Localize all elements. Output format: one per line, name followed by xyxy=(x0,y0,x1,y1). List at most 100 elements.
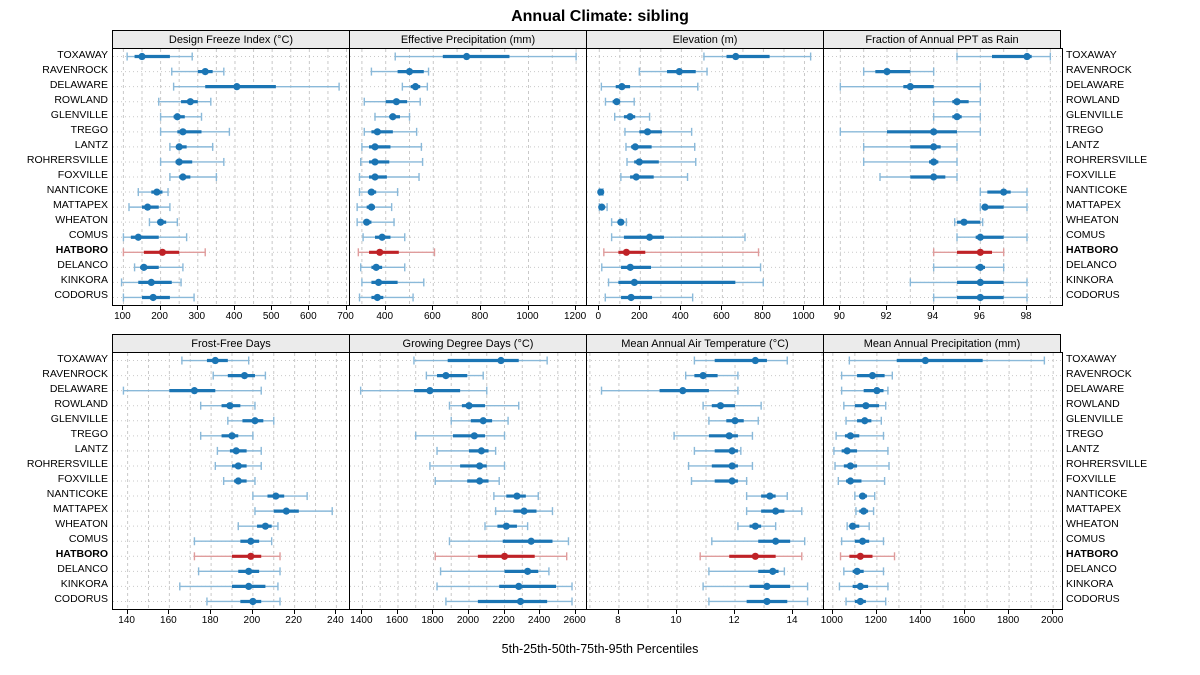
station-label-foxville: FOXVILLE xyxy=(57,168,108,181)
median-dot xyxy=(630,278,638,287)
percentile-whisker-lantz xyxy=(169,142,214,151)
station-label-codorus: CODORUS xyxy=(54,593,108,606)
percentile-whisker-nanticoke xyxy=(137,188,169,197)
median-dot xyxy=(763,582,771,591)
panel-effective-precipitation-mm: Effective Precipitation (mm) 400 600 800 100… xyxy=(349,30,589,328)
axis-tick-label: 200 xyxy=(631,311,648,322)
station-label-trego: TREGO xyxy=(70,427,108,440)
median-dot xyxy=(147,278,155,287)
percentile-whisker-ravenrock xyxy=(370,67,430,76)
station-label-toxaway: TOXAWAY xyxy=(1066,48,1117,61)
median-dot xyxy=(751,522,759,530)
median-dot xyxy=(465,402,473,410)
median-dot xyxy=(632,173,640,181)
percentile-whisker-delanco xyxy=(133,263,184,272)
axis-tick-label: 2400 xyxy=(527,615,551,626)
percentile-whisker-delanco xyxy=(197,567,281,576)
percentile-whisker-lantz xyxy=(625,142,696,151)
percentile-whisker-rohrersville xyxy=(626,157,697,166)
panel-strip-title: Mean Annual Air Temperature (°C) xyxy=(586,334,824,352)
median-dot xyxy=(618,83,626,91)
percentile-whisker-rowland xyxy=(448,401,520,410)
station-label-delanco: DELANCO xyxy=(57,259,108,272)
axis-tick xyxy=(831,610,833,614)
percentile-whisker-ravenrock xyxy=(684,371,739,380)
axis-tick xyxy=(233,306,235,310)
median-dot xyxy=(853,567,861,575)
station-label-glenville: GLENVILLE xyxy=(1066,412,1124,425)
median-dot xyxy=(175,158,183,166)
percentile-whisker-hatboro xyxy=(434,552,568,561)
axis-tick xyxy=(126,610,128,614)
station-label-trego: TREGO xyxy=(70,123,108,136)
station-label-foxville: FOXVILLE xyxy=(1066,472,1117,485)
percentile-whisker-mattapex xyxy=(356,203,393,212)
axis-tick xyxy=(803,306,805,310)
percentile-whisker-rohrersville xyxy=(834,461,890,470)
station-label-hatboro: HATBORO xyxy=(55,244,108,257)
percentile-whisker-toxaway xyxy=(181,356,250,365)
panel-plot-area xyxy=(586,352,826,610)
percentile-whisker-rohrersville xyxy=(159,157,225,166)
axis-tick xyxy=(680,306,682,310)
axis-tick-label: 700 xyxy=(337,311,354,322)
median-dot xyxy=(233,83,241,91)
percentile-whisker-trego xyxy=(673,431,754,440)
percentile-whisker-delanco xyxy=(439,567,550,576)
panel-strip-title: Growing Degree Days (°C) xyxy=(349,334,587,352)
axis-tick-label: 2200 xyxy=(492,615,515,626)
percentile-whisker-wheaton xyxy=(953,218,984,227)
percentile-whisker-mattapex xyxy=(494,507,554,516)
station-label-foxville: FOXVILLE xyxy=(1066,168,1117,181)
median-dot xyxy=(201,67,209,76)
median-dot xyxy=(921,356,929,365)
percentile-whisker-comus xyxy=(448,537,570,546)
axis-tick-label: 92 xyxy=(880,311,892,322)
median-dot xyxy=(613,98,621,106)
percentile-whisker-glenville xyxy=(450,416,509,425)
axis-tick xyxy=(335,610,337,614)
percentile-whisker-codorus xyxy=(122,293,195,302)
station-label-rowland: ROWLAND xyxy=(1066,397,1120,410)
median-dot xyxy=(463,52,471,61)
median-dot xyxy=(138,52,146,61)
median-dot xyxy=(868,371,877,380)
median-dot xyxy=(179,173,187,181)
percentile-whisker-glenville xyxy=(613,112,651,121)
axis-tick-label: 1200 xyxy=(563,311,587,322)
median-dot xyxy=(232,447,240,455)
median-dot xyxy=(1000,188,1008,196)
median-dot xyxy=(751,356,759,365)
median-dot xyxy=(976,233,984,241)
station-label-comus: COMUS xyxy=(68,229,108,242)
percentile-whisker-kinkora xyxy=(120,278,182,287)
axis-tick xyxy=(271,306,273,310)
median-dot xyxy=(858,492,867,500)
percentile-whisker-foxville xyxy=(222,477,256,485)
axis-tick-label: 300 xyxy=(188,311,206,322)
percentile-whisker-wheaton xyxy=(237,522,279,531)
axis-tick-label: 500 xyxy=(262,311,280,322)
station-label-delaware: DELAWARE xyxy=(1066,78,1125,91)
median-dot xyxy=(251,417,259,425)
axis-tick-label: 400 xyxy=(672,311,689,322)
station-labels-left: TOXAWAY RAVENROCK DELAWARE ROWLAND GLENVILLE… xyxy=(16,334,112,607)
station-label-codorus: CODORUS xyxy=(1066,593,1120,606)
panel-plot-area xyxy=(586,48,826,306)
median-dot xyxy=(392,98,401,106)
percentile-whisker-delanco xyxy=(601,263,762,272)
station-label-glenville: GLENVILLE xyxy=(50,412,108,425)
station-label-comus: COMUS xyxy=(1066,533,1106,546)
median-dot xyxy=(500,552,509,560)
median-dot xyxy=(442,371,450,380)
median-dot xyxy=(976,293,984,302)
percentile-whisker-comus xyxy=(122,233,188,242)
station-label-delanco: DELANCO xyxy=(1066,259,1117,272)
axis-tick-label: 1200 xyxy=(864,615,887,626)
axis-tick xyxy=(762,306,764,310)
chart-title: Annual Climate: sibling xyxy=(511,8,689,25)
median-dot xyxy=(858,537,867,545)
percentile-whisker-comus xyxy=(362,233,406,242)
station-label-mattapex: MATTAPEX xyxy=(52,199,108,212)
axis-tick-label: 96 xyxy=(973,311,985,322)
